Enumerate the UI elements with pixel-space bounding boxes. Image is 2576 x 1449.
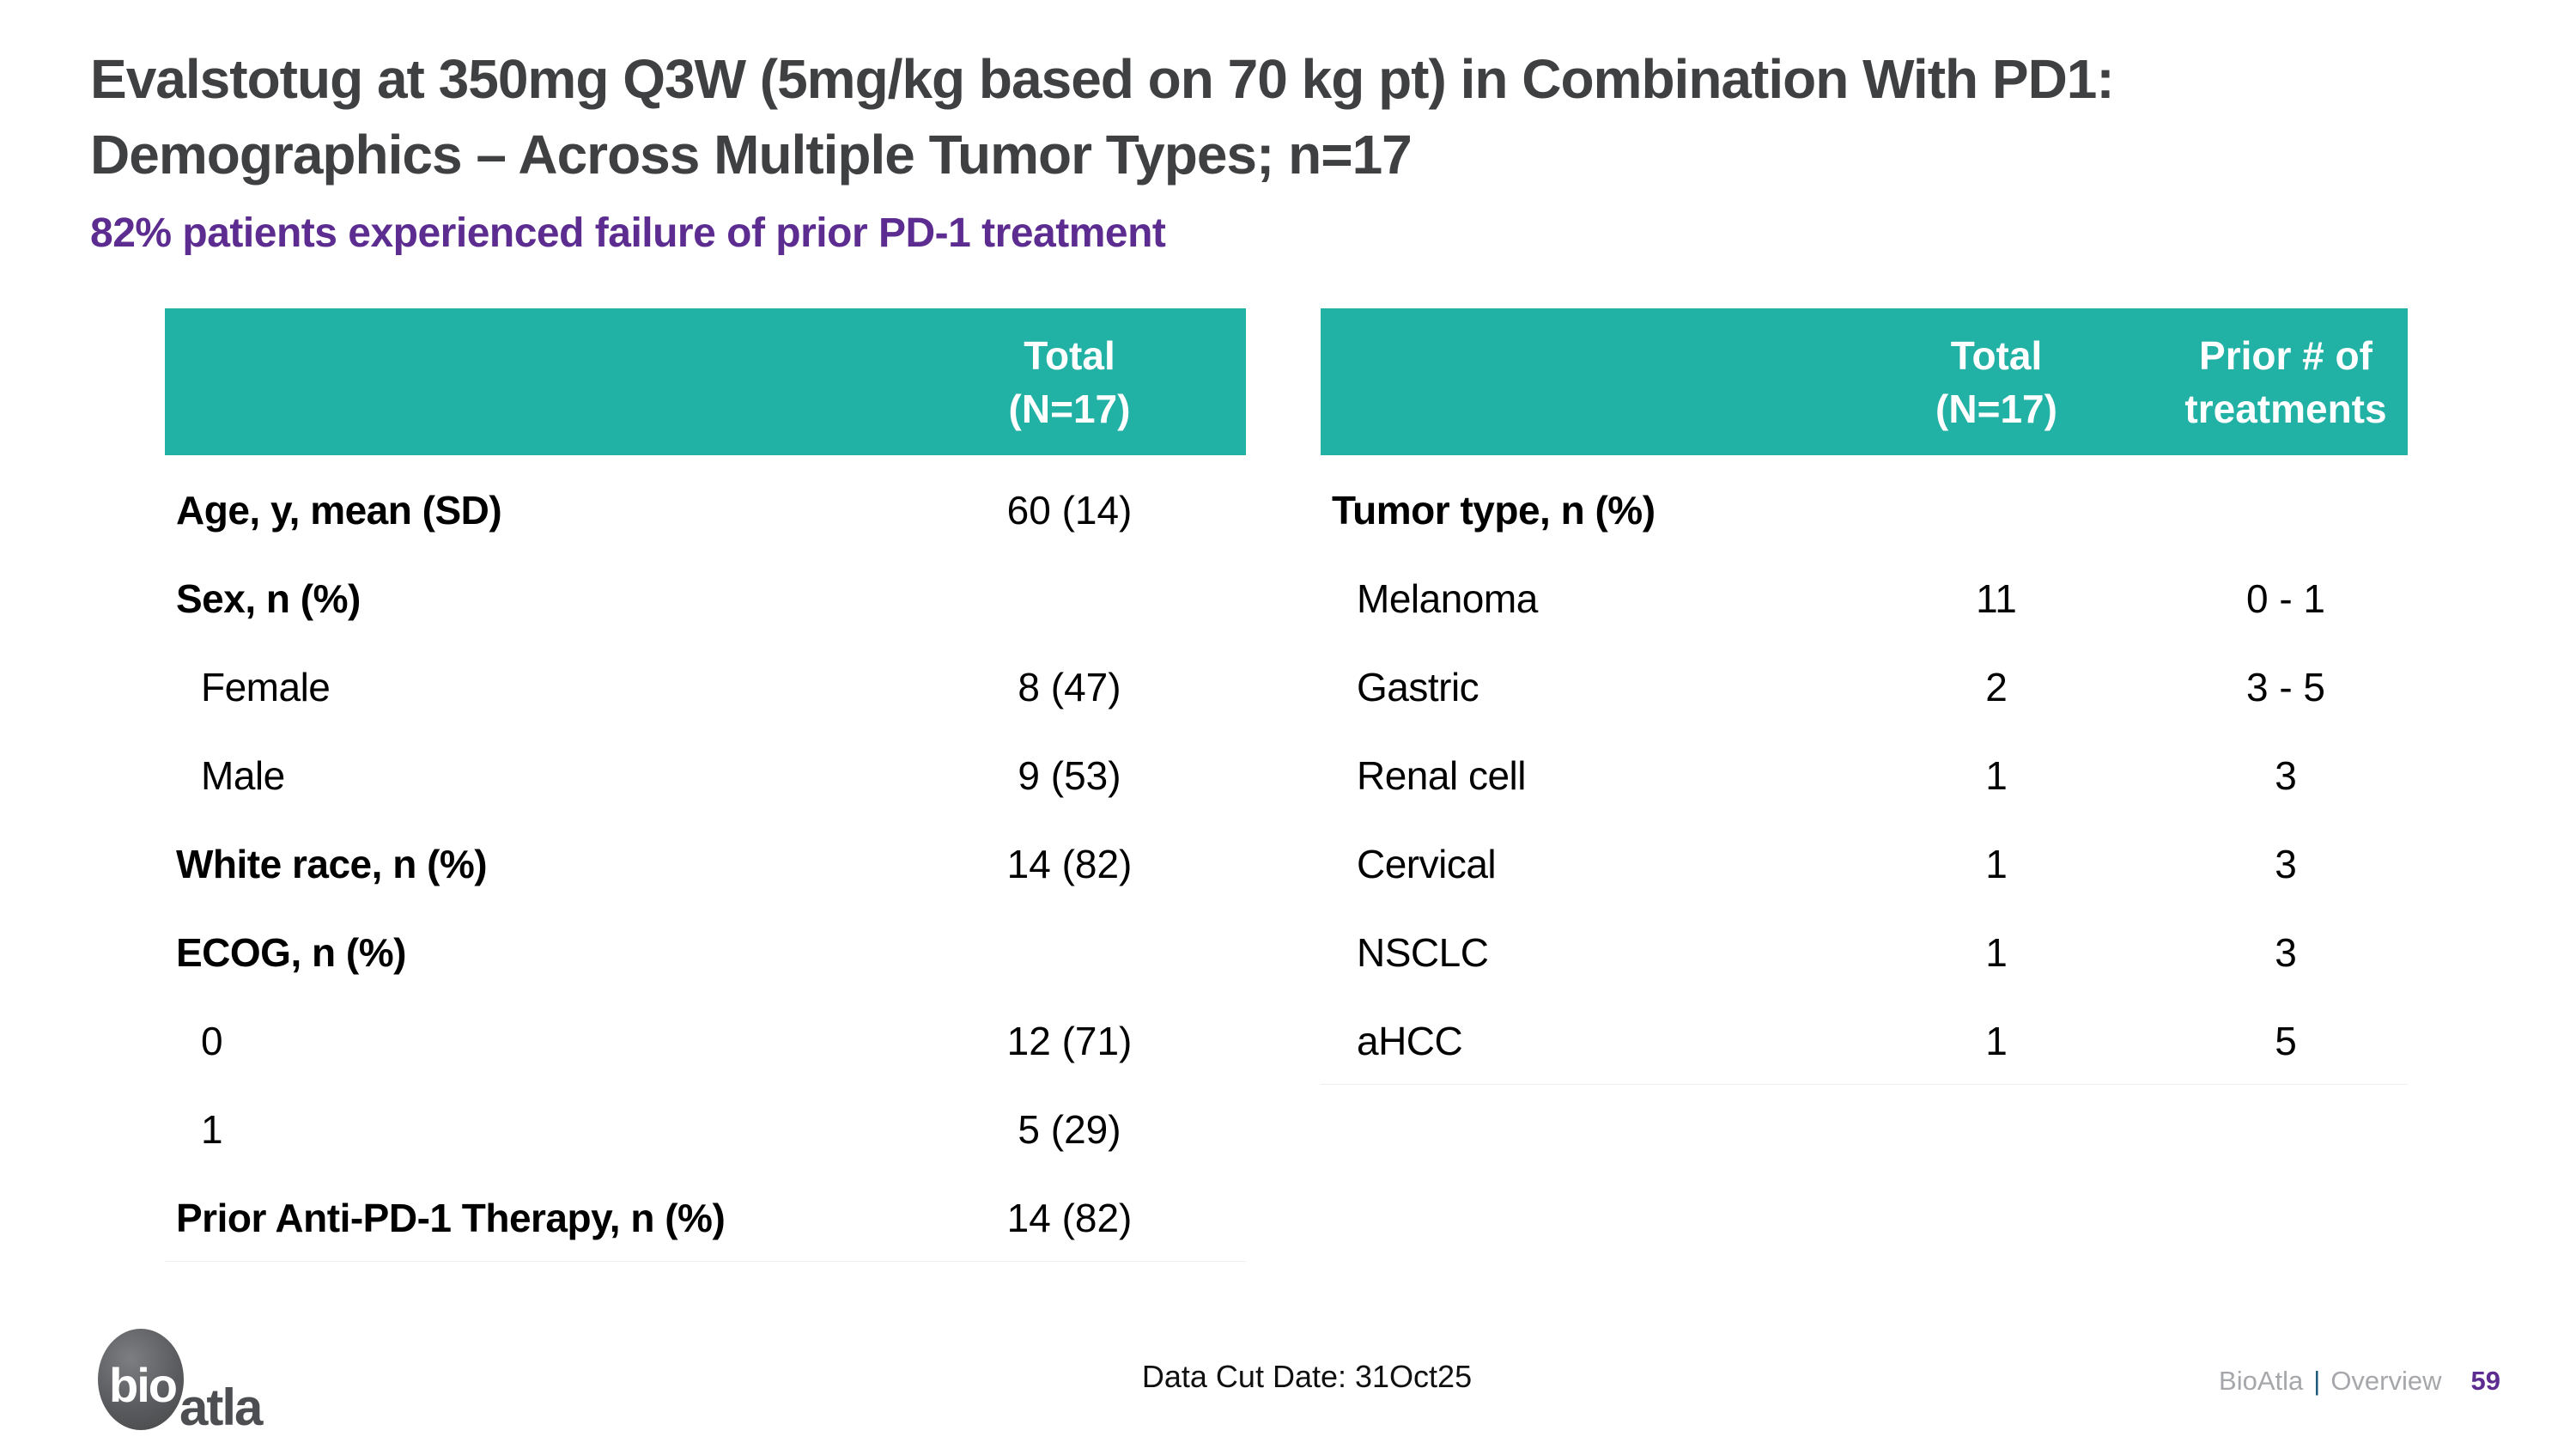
header-cell-prior-treatments: Prior # of treatments [2164, 308, 2408, 455]
footer-page-number: 59 [2470, 1366, 2500, 1396]
table-row: Age, y, mean (SD) 60 (14) [165, 466, 1246, 554]
table-row: 0 12 (71) [165, 996, 1246, 1085]
header-total-line2: (N=17) [1935, 386, 2057, 431]
row-label: Sex, n (%) [176, 575, 361, 621]
header-empty-cell [1321, 308, 1829, 455]
table-row: Renal cell 1 3 [1321, 731, 2408, 819]
demographics-table-body: Age, y, mean (SD) 60 (14) Sex, n (%) Fem… [165, 455, 1246, 1262]
row-total: 1 [1985, 929, 2008, 975]
table-row: Tumor type, n (%) [1321, 466, 2408, 554]
row-label: aHCC [1357, 1018, 1463, 1063]
header-cell-total: Total (N=17) [893, 308, 1246, 455]
row-value: 14 (82) [1006, 1195, 1133, 1240]
header-prior-line1: Prior # of [2199, 332, 2372, 378]
bioatla-logo: bio atla [90, 1324, 296, 1436]
table-row: 1 5 (29) [165, 1085, 1246, 1173]
table-row: White race, n (%) 14 (82) [165, 819, 1246, 908]
page-title: Evalstotug at 350mg Q3W (5mg/kg based on… [90, 41, 2115, 192]
table-row: Sex, n (%) [165, 554, 1246, 642]
row-prior: 3 [2275, 929, 2297, 975]
header-cell-total: Total (N=17) [1829, 308, 2164, 455]
row-value: 60 (14) [1006, 487, 1133, 533]
table-row: Prior Anti-PD-1 Therapy, n (%) 14 (82) [165, 1173, 1246, 1262]
tumor-type-table: Total (N=17) Prior # of treatments Tumor… [1321, 308, 2408, 1085]
row-label: Tumor type, n (%) [1332, 487, 1656, 533]
header-empty-cell [165, 308, 893, 455]
page-subtitle: 82% patients experienced failure of prio… [90, 210, 1166, 256]
logo-bio-text: bio [109, 1358, 178, 1412]
header-prior-line2: treatments [2184, 386, 2387, 431]
row-label: ECOG, n (%) [176, 929, 406, 975]
row-prior: 3 - 5 [2245, 664, 2326, 709]
row-value: 12 (71) [1006, 1018, 1133, 1063]
header-total-line1: Total [1024, 332, 1115, 378]
row-label: Age, y, mean (SD) [176, 487, 502, 533]
table-row: Female 8 (47) [165, 642, 1246, 731]
footer-brand: BioAtla [2219, 1366, 2304, 1396]
logo-atla-text: atla [179, 1379, 263, 1436]
demographics-table: Total (N=17) Age, y, mean (SD) 60 (14) S… [165, 308, 1246, 1262]
row-label: Melanoma [1357, 575, 1538, 621]
data-cut-date: Data Cut Date: 31Oct25 [1141, 1359, 1473, 1394]
table-row: Gastric 2 3 - 5 [1321, 642, 2408, 731]
footer-deck-stamp: BioAtla | Overview 59 [2219, 1366, 2500, 1397]
row-prior: 5 [2275, 1018, 2297, 1063]
row-label: 1 [201, 1106, 223, 1152]
header-total-line2: (N=17) [1008, 386, 1131, 431]
tumor-table-body: Tumor type, n (%) Melanoma 11 0 - 1 Gast… [1321, 455, 2408, 1085]
row-label: Gastric [1357, 664, 1479, 709]
row-label: Cervical [1357, 841, 1497, 886]
row-total: 11 [1976, 575, 2017, 621]
row-total: 1 [1985, 841, 2008, 886]
row-prior: 3 [2275, 841, 2297, 886]
row-value: 8 (47) [1018, 664, 1121, 709]
header-total-line1: Total [1950, 332, 2043, 378]
table-row: Melanoma 11 0 - 1 [1321, 554, 2408, 642]
row-prior: 3 [2275, 752, 2297, 798]
row-total: 1 [1985, 752, 2008, 798]
row-label: NSCLC [1357, 929, 1489, 975]
footer-section: Overview [2330, 1366, 2442, 1396]
demographics-table-header: Total (N=17) [165, 308, 1246, 455]
footer-divider: | [2313, 1366, 2321, 1396]
tumor-table-header: Total (N=17) Prior # of treatments [1321, 308, 2408, 455]
row-label: Male [201, 752, 285, 798]
row-prior: 0 - 1 [2245, 575, 2326, 621]
table-row: NSCLC 1 3 [1321, 908, 2408, 996]
logo-sphere-icon [98, 1329, 184, 1430]
page-title-line2: Demographics – Across Multiple Tumor Typ… [90, 124, 1413, 186]
row-value: 14 (82) [1006, 841, 1133, 886]
row-label: 0 [201, 1018, 223, 1063]
row-total: 2 [1985, 664, 2008, 709]
table-row: ECOG, n (%) [165, 908, 1246, 996]
row-label: Prior Anti-PD-1 Therapy, n (%) [176, 1195, 726, 1240]
page-title-line1: Evalstotug at 350mg Q3W (5mg/kg based on… [90, 48, 2115, 110]
row-value: 9 (53) [1018, 752, 1121, 798]
row-value: 5 (29) [1018, 1106, 1121, 1152]
row-label: White race, n (%) [176, 841, 488, 886]
row-label: Renal cell [1357, 752, 1527, 798]
table-row: aHCC 1 5 [1321, 996, 2408, 1085]
table-row: Male 9 (53) [165, 731, 1246, 819]
row-total: 1 [1985, 1018, 2008, 1063]
table-row: Cervical 1 3 [1321, 819, 2408, 908]
row-label: Female [201, 664, 331, 709]
